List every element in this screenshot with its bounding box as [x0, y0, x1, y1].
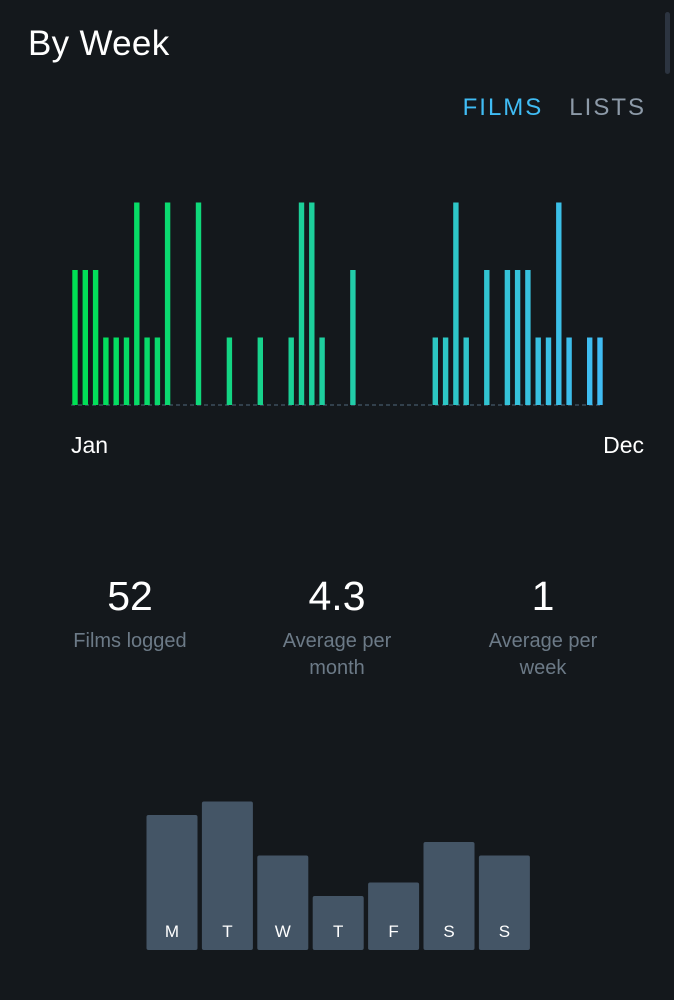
stat-value: 52 — [107, 573, 153, 619]
week-bar[interactable] — [82, 270, 88, 405]
week-bar[interactable] — [134, 202, 140, 406]
tab-bar: FILMS LISTS — [463, 94, 646, 122]
week-bar[interactable] — [535, 337, 541, 406]
week-bar[interactable] — [298, 202, 305, 406]
week-bar[interactable] — [525, 270, 531, 405]
page-title: By Week — [28, 24, 170, 63]
day-bar[interactable] — [312, 896, 364, 950]
stat-value: 4.3 — [308, 573, 366, 619]
week-bar[interactable] — [463, 337, 469, 406]
day-bar[interactable] — [423, 842, 475, 950]
week-bar[interactable] — [432, 337, 438, 406]
stat-label: Films logged — [73, 630, 187, 652]
day-label: S — [443, 922, 454, 941]
week-bar[interactable] — [123, 337, 130, 406]
week-bar[interactable] — [92, 270, 99, 405]
week-bar[interactable] — [103, 337, 109, 406]
week-bar[interactable] — [597, 337, 603, 406]
stat-average-per-week: 1 Average per week — [443, 572, 643, 682]
day-bar[interactable] — [478, 855, 530, 951]
week-bar[interactable] — [587, 337, 593, 406]
week-bar[interactable] — [195, 202, 202, 406]
week-bar[interactable] — [319, 337, 325, 406]
day-bar[interactable] — [257, 855, 309, 951]
week-bar[interactable] — [556, 202, 562, 406]
week-bar[interactable] — [226, 337, 233, 406]
day-label: T — [333, 922, 343, 941]
week-bar[interactable] — [350, 270, 356, 405]
tab-films[interactable]: FILMS — [462, 94, 544, 121]
week-bar[interactable] — [257, 337, 263, 406]
week-bar[interactable] — [164, 202, 171, 406]
stat-value: 1 — [531, 573, 555, 619]
scrollbar[interactable] — [665, 12, 670, 74]
day-bar[interactable] — [146, 815, 198, 950]
day-label: F — [388, 922, 398, 941]
stat-films-logged: 52 Films logged — [30, 572, 230, 655]
week-bar[interactable] — [442, 337, 449, 406]
x-axis-start-label: Jan — [71, 432, 109, 458]
weekly-films-chart — [71, 202, 603, 406]
week-bar[interactable] — [504, 270, 511, 405]
week-bar[interactable] — [484, 270, 490, 405]
week-bar[interactable] — [453, 202, 459, 406]
week-bar[interactable] — [113, 337, 119, 406]
stat-label: Average per week — [488, 630, 598, 679]
stat-label: Average per month — [282, 630, 392, 679]
x-axis-end-label: Dec — [603, 432, 644, 458]
week-bar[interactable] — [514, 270, 521, 405]
day-label: S — [499, 922, 510, 941]
stat-average-per-month: 4.3 Average per month — [237, 572, 437, 682]
week-bar[interactable] — [288, 337, 294, 406]
day-bar[interactable] — [368, 882, 420, 951]
day-label: M — [165, 922, 179, 941]
week-bar[interactable] — [545, 337, 552, 406]
day-bar[interactable] — [201, 801, 253, 951]
day-label: W — [275, 922, 291, 941]
week-bar[interactable] — [154, 337, 161, 406]
day-label: T — [222, 922, 232, 941]
tab-lists[interactable]: LISTS — [569, 94, 646, 121]
week-bar[interactable] — [309, 202, 315, 406]
week-bar[interactable] — [72, 270, 78, 405]
week-bar[interactable] — [144, 337, 150, 406]
week-bar[interactable] — [566, 337, 572, 406]
